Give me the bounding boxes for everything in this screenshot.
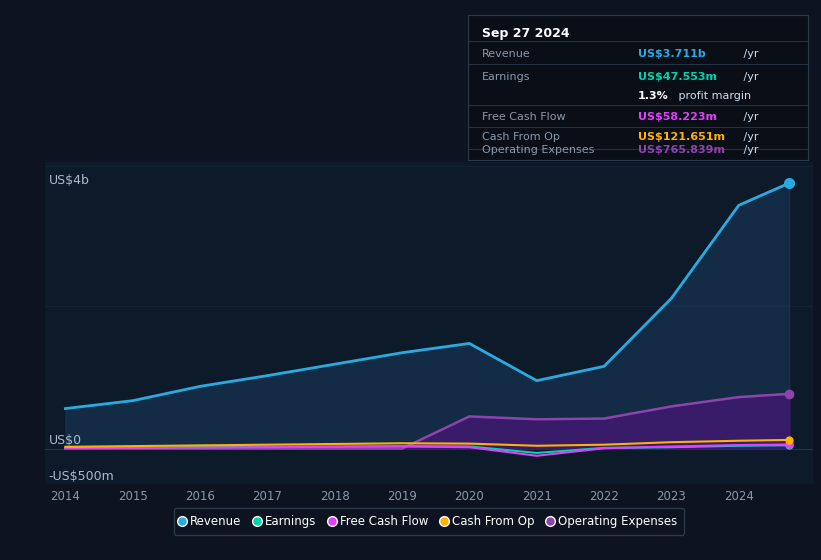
Text: US$121.651m: US$121.651m bbox=[638, 132, 725, 142]
Text: US$0: US$0 bbox=[48, 434, 81, 447]
Text: 1.3%: 1.3% bbox=[638, 91, 668, 101]
Text: Revenue: Revenue bbox=[482, 49, 530, 59]
Text: Sep 27 2024: Sep 27 2024 bbox=[482, 27, 569, 40]
Text: /yr: /yr bbox=[740, 111, 759, 122]
Text: US$765.839m: US$765.839m bbox=[638, 145, 725, 155]
Text: US$58.223m: US$58.223m bbox=[638, 111, 717, 122]
Text: Earnings: Earnings bbox=[482, 72, 530, 82]
Text: US$3.711b: US$3.711b bbox=[638, 49, 706, 59]
Text: Cash From Op: Cash From Op bbox=[482, 132, 559, 142]
Text: US$47.553m: US$47.553m bbox=[638, 72, 717, 82]
Text: /yr: /yr bbox=[740, 49, 759, 59]
Text: Free Cash Flow: Free Cash Flow bbox=[482, 111, 565, 122]
Text: -US$500m: -US$500m bbox=[48, 470, 114, 483]
Text: US$4b: US$4b bbox=[48, 174, 89, 187]
Text: /yr: /yr bbox=[740, 132, 759, 142]
Text: profit margin: profit margin bbox=[676, 91, 751, 101]
Text: Operating Expenses: Operating Expenses bbox=[482, 145, 594, 155]
Legend: Revenue, Earnings, Free Cash Flow, Cash From Op, Operating Expenses: Revenue, Earnings, Free Cash Flow, Cash … bbox=[173, 508, 685, 535]
Text: /yr: /yr bbox=[740, 145, 759, 155]
Text: /yr: /yr bbox=[740, 72, 759, 82]
